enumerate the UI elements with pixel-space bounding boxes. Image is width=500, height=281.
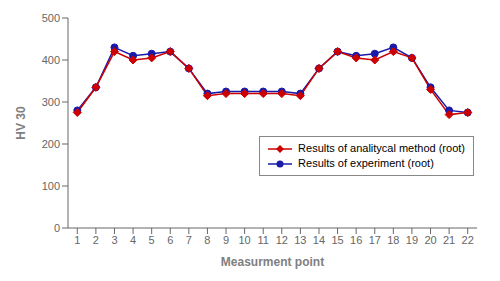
svg-text:15: 15: [331, 234, 343, 246]
svg-text:12: 12: [276, 234, 288, 246]
svg-text:Measurment point: Measurment point: [221, 255, 324, 269]
html-text:Results of analitycal method (: Results of analitycal method (root): [298, 142, 465, 154]
svg-text:16: 16: [350, 234, 362, 246]
svg-text:19: 19: [406, 234, 418, 246]
svg-text:2: 2: [93, 234, 99, 246]
svg-text:10: 10: [238, 234, 250, 246]
svg-text:5: 5: [149, 234, 155, 246]
svg-text:400: 400: [42, 54, 60, 66]
svg-text:4: 4: [130, 234, 136, 246]
svg-text:1: 1: [74, 234, 80, 246]
svg-text:8: 8: [204, 234, 210, 246]
svg-text:300: 300: [42, 96, 60, 108]
svg-text:3: 3: [111, 234, 117, 246]
svg-text:200: 200: [42, 138, 60, 150]
svg-text:20: 20: [424, 234, 436, 246]
svg-text:7: 7: [186, 234, 192, 246]
html-text:Results of experiment (root): Results of experiment (root): [298, 157, 434, 169]
svg-text:14: 14: [313, 234, 325, 246]
svg-text:18: 18: [387, 234, 399, 246]
svg-text:500: 500: [42, 12, 60, 24]
svg-text:9: 9: [223, 234, 229, 246]
svg-text:11: 11: [257, 234, 268, 246]
svg-text:6: 6: [167, 234, 173, 246]
svg-text:0: 0: [54, 222, 60, 234]
svg-text:17: 17: [369, 234, 381, 246]
svg-text:22: 22: [462, 234, 474, 246]
svg-text:13: 13: [294, 234, 306, 246]
svg-text:HV 30: HV 30: [14, 106, 28, 140]
svg-text:100: 100: [42, 180, 60, 192]
svg-text:21: 21: [443, 234, 455, 246]
